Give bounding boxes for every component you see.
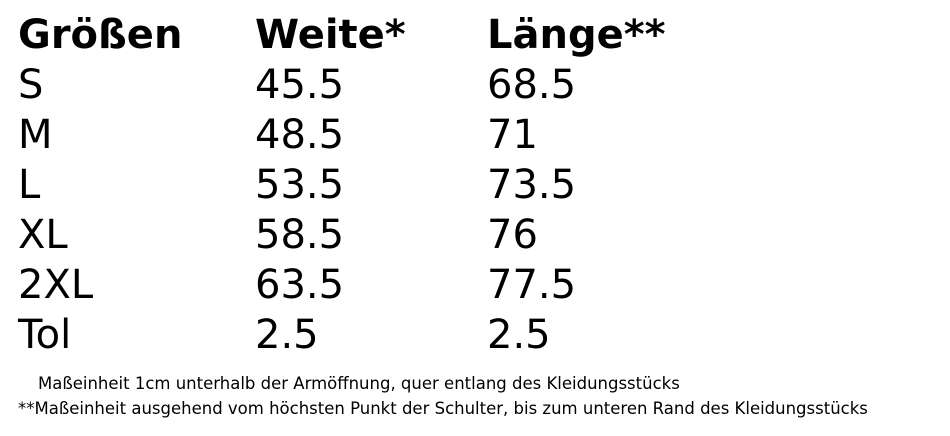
column-header: Länge** [487,12,666,58]
measurement: 45.5 [255,62,345,108]
footnote: Maßeinheit 1cm unterhalb der Armöffnung,… [38,374,680,393]
measurement: 2.5 [255,312,319,358]
measurement: 73.5 [487,162,577,208]
size-label: 2XL [18,262,94,308]
measurement: 48.5 [255,112,345,158]
size-label: L [18,162,41,208]
column-header: Größen [18,12,183,58]
measurement: 77.5 [487,262,577,308]
measurement: 76 [487,212,538,258]
measurement: 58.5 [255,212,345,258]
size-label: S [18,62,44,108]
measurement: 71 [487,112,538,158]
measurement: 68.5 [487,62,577,108]
measurement: 53.5 [255,162,345,208]
measurement: 63.5 [255,262,345,308]
size-label: M [18,112,53,158]
size-label: XL [18,212,68,258]
size-label: Tol [18,312,72,358]
measurement: 2.5 [487,312,551,358]
column-header: Weite* [255,12,406,58]
footnote: **Maßeinheit ausgehend vom höchsten Punk… [18,399,868,418]
